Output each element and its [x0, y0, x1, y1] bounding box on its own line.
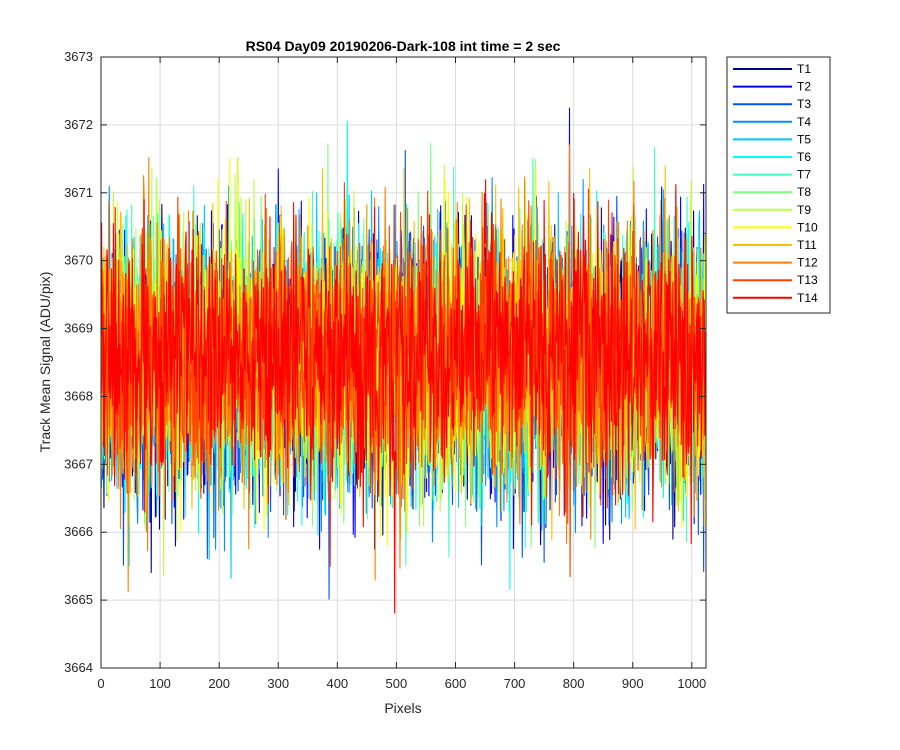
x-tick-label: 800 — [563, 676, 585, 691]
chart-title: RS04 Day09 20190206-Dark-108 int time = … — [246, 38, 561, 54]
legend-label: T3 — [797, 97, 811, 111]
y-tick-label: 3666 — [64, 524, 93, 539]
y-tick-label: 3664 — [64, 660, 93, 675]
x-tick-label: 500 — [386, 676, 408, 691]
series-line-t14 — [101, 179, 706, 614]
legend-label: T5 — [797, 132, 811, 146]
y-tick-label: 3669 — [64, 321, 93, 336]
axes-frame — [100, 56, 707, 669]
plot-area: 0 100 200 300 400 500 600 700 800 900 1000 3664 3665… — [64, 49, 707, 691]
legend-label: T14 — [797, 291, 818, 305]
y-tick-label: 3670 — [64, 253, 93, 268]
x-tick-label: 100 — [149, 676, 171, 691]
axis-ticks: 0 100 200 300 400 500 600 700 800 900 1000 3664 3665… — [64, 49, 706, 691]
y-axis-label: Track Mean Signal (ADU/pix) — [37, 272, 53, 453]
x-tick-label: 0 — [97, 676, 104, 691]
legend-label: T1 — [797, 62, 811, 76]
legend-label: T4 — [797, 115, 811, 129]
x-tick-label: 700 — [504, 676, 526, 691]
y-tick-label: 3667 — [64, 456, 93, 471]
legend-box — [726, 56, 831, 314]
x-tick-label: 400 — [326, 676, 348, 691]
legend-label: T2 — [797, 80, 811, 94]
legend-label: T7 — [797, 168, 811, 182]
legend-label: T11 — [797, 238, 817, 252]
x-tick-label: 900 — [622, 676, 644, 691]
y-tick-label: 3672 — [64, 117, 93, 132]
x-tick-label: 300 — [267, 676, 289, 691]
x-tick-label: 1000 — [677, 676, 706, 691]
legend-label: T12 — [797, 256, 818, 270]
legend-label: T10 — [797, 220, 818, 234]
legend-label: T9 — [797, 203, 811, 217]
legend-entries: T1 T2 T3 T4 T5 T6 T7 T8 T9 T10 T11 T12 T13 T14 — [733, 62, 818, 305]
series-lines — [101, 107, 706, 614]
legend-label: T6 — [797, 150, 811, 164]
y-tick-label: 3665 — [64, 592, 93, 607]
x-axis-label: Pixels — [384, 700, 421, 716]
y-tick-label: 3668 — [64, 388, 93, 403]
y-tick-label: 3671 — [64, 185, 93, 200]
legend: T1 T2 T3 T4 T5 T6 T7 T8 T9 T10 T11 T12 T13 T14 — [726, 56, 831, 314]
legend-label: T13 — [797, 273, 818, 287]
x-tick-label: 200 — [208, 676, 230, 691]
x-tick-label: 600 — [445, 676, 467, 691]
y-tick-label: 3673 — [64, 49, 93, 64]
legend-label: T8 — [797, 185, 811, 199]
